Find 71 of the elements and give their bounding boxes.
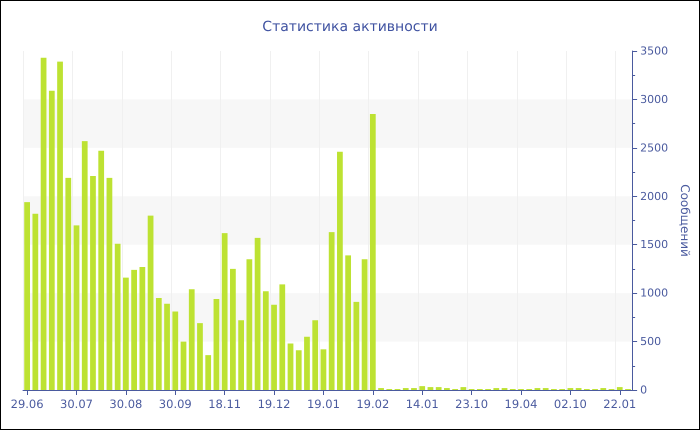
bar <box>156 298 162 390</box>
bar <box>139 266 146 390</box>
y-tick-label: 3000 <box>640 92 668 106</box>
y-tick-label: 500 <box>640 335 662 348</box>
bar <box>296 350 302 390</box>
bar <box>24 202 30 390</box>
x-tick-label: 19.12 <box>258 397 291 411</box>
x-tick-label: 30.08 <box>109 397 142 411</box>
bar <box>82 141 88 390</box>
bar <box>312 320 318 390</box>
bar <box>262 291 269 390</box>
bar <box>197 323 203 390</box>
x-tick-label: 23.10 <box>455 397 488 411</box>
bar <box>90 176 96 390</box>
x-tick-label: 18.11 <box>208 397 242 411</box>
bar <box>123 278 129 390</box>
bar <box>57 62 63 390</box>
bar <box>246 259 252 390</box>
bar <box>304 336 310 390</box>
bar <box>337 152 343 390</box>
bar <box>40 58 46 390</box>
bar <box>419 386 426 390</box>
bar <box>353 302 360 390</box>
bar <box>616 387 623 390</box>
x-tick-label: 30.09 <box>158 397 192 411</box>
bar <box>148 216 154 390</box>
bar <box>214 298 220 390</box>
x-tick-label: 19.02 <box>356 397 390 411</box>
bar <box>279 284 286 390</box>
y-tick-label: 3500 <box>640 44 668 58</box>
bar <box>114 244 121 390</box>
bar <box>345 255 352 390</box>
x-tick-label: 30.07 <box>60 397 93 411</box>
bar <box>238 320 244 390</box>
bar <box>460 387 466 390</box>
bar <box>230 268 236 390</box>
y-tick-label: 2000 <box>640 190 668 203</box>
x-tick-label: 02.10 <box>554 397 587 411</box>
bar <box>74 225 80 390</box>
bar <box>428 387 434 390</box>
bar <box>106 178 112 390</box>
bar <box>98 150 104 390</box>
bar <box>164 304 170 390</box>
bar <box>254 238 260 390</box>
y-tick-label: 1500 <box>640 238 668 252</box>
bar <box>328 232 335 390</box>
x-tick-label: 19.01 <box>306 397 340 411</box>
bar <box>222 233 228 390</box>
y-tick-label: 2500 <box>640 141 668 154</box>
bar <box>362 259 368 390</box>
bar <box>32 214 38 390</box>
bar <box>172 312 178 390</box>
bar <box>288 344 294 390</box>
bar <box>180 342 186 390</box>
bar <box>370 114 376 390</box>
chart-title: Статистика активности <box>262 19 438 35</box>
bar <box>65 178 72 390</box>
y-axis-title: Сообщений <box>678 184 692 257</box>
bar <box>271 304 277 390</box>
bar <box>48 90 55 390</box>
y-tick-label: 1000 <box>640 286 668 300</box>
y-tick-label: 0 <box>640 384 648 396</box>
x-tick-label: 14.01 <box>406 397 439 411</box>
x-tick-label: 29.06 <box>10 397 44 411</box>
bar <box>188 289 195 390</box>
x-tick-label: 19.04 <box>504 397 538 411</box>
bar <box>131 270 137 390</box>
bar <box>436 387 442 390</box>
bar <box>205 355 212 390</box>
bar <box>320 349 326 390</box>
x-tick-label: 22.01 <box>603 397 636 411</box>
